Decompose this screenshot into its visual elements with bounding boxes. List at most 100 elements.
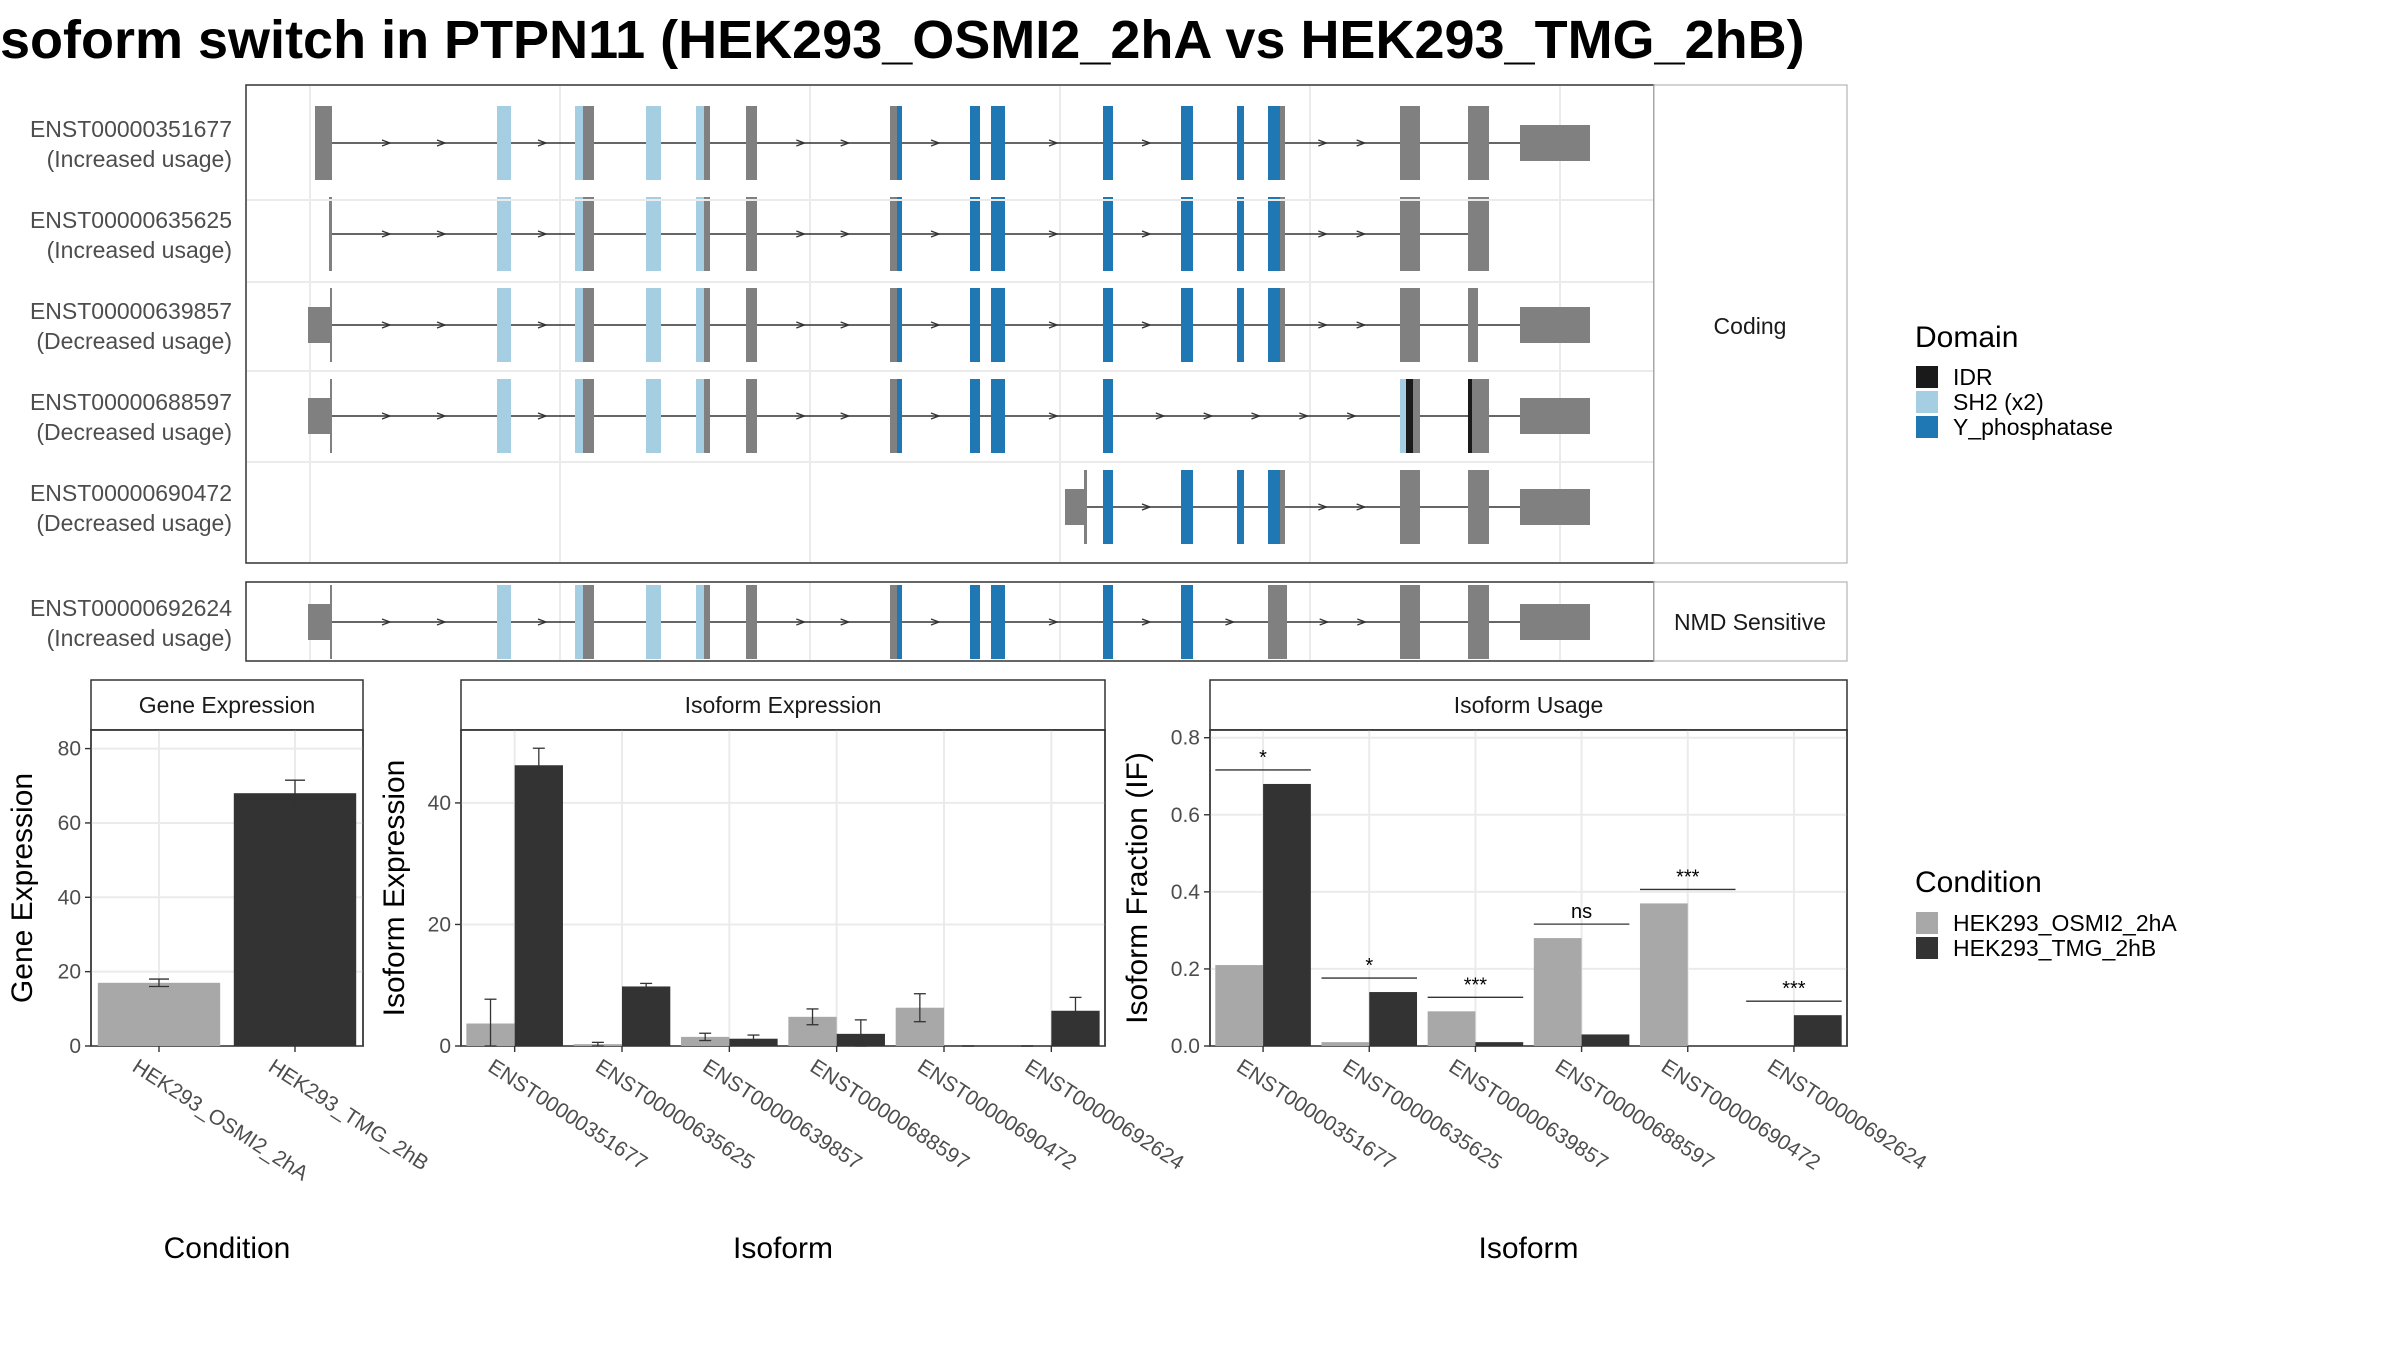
significance-label: * — [1259, 747, 1267, 769]
exon — [1478, 470, 1489, 544]
domain-legend-label: Y_phosphatase — [1953, 414, 2113, 440]
direction-arrow — [436, 321, 447, 329]
exon — [1103, 106, 1113, 180]
exon — [1468, 288, 1478, 362]
exon — [991, 106, 1005, 180]
exon — [1520, 489, 1590, 525]
exon — [897, 106, 902, 180]
transcript-usage-label: (Decreased usage) — [36, 510, 232, 536]
bar-HEK293_OSMI2_2hA — [1533, 938, 1582, 1046]
exon — [497, 288, 511, 362]
direction-arrow — [381, 618, 392, 626]
panel-strip-title: Isoform Usage — [1454, 692, 1604, 718]
direction-arrow — [1048, 230, 1059, 238]
significance-label: *** — [1464, 974, 1488, 996]
direction-arrow — [1356, 230, 1367, 238]
direction-arrow — [1048, 618, 1059, 626]
exon — [1413, 379, 1420, 453]
bar-HEK293_OSMI2_2hA — [1639, 903, 1688, 1046]
panel-border — [1209, 729, 1848, 1047]
significance-label: *** — [1676, 866, 1700, 888]
direction-arrow — [840, 139, 851, 147]
x-axis-title: Isoform — [733, 1232, 833, 1265]
direction-arrow — [1319, 618, 1330, 626]
condition-legend-label: HEK293_OSMI2_2hA — [1953, 910, 2177, 936]
direction-arrow — [1299, 412, 1310, 420]
exon — [696, 197, 704, 271]
exon — [1400, 106, 1420, 180]
exon — [1468, 585, 1478, 659]
exon — [890, 106, 897, 180]
direction-arrow — [840, 230, 851, 238]
exon — [1400, 470, 1420, 544]
transcript-id-label: ENST00000692624 — [30, 595, 232, 621]
transcript-id-label: ENST00000688597 — [30, 389, 232, 415]
exon — [1468, 197, 1478, 271]
direction-arrow — [796, 230, 807, 238]
exon — [1520, 604, 1590, 640]
direction-arrow — [1318, 139, 1329, 147]
direction-arrow — [537, 230, 548, 238]
exon — [1268, 470, 1280, 544]
transcript-usage-label: (Increased usage) — [47, 625, 232, 651]
exon — [330, 585, 332, 659]
exon — [583, 379, 594, 453]
exon — [1181, 197, 1193, 271]
bar-HEK293_TMG_2hB — [1369, 992, 1418, 1046]
transcript-usage-label: (Increased usage) — [47, 237, 232, 263]
direction-arrow — [1141, 618, 1152, 626]
direction-arrow — [796, 412, 807, 420]
exon — [970, 106, 980, 180]
chart-title: The isoform switch in PTPN11 (HEK293_OSM… — [0, 10, 1805, 70]
exon — [890, 379, 897, 453]
transcript-ENST00000635625 — [329, 197, 1489, 271]
exon — [746, 379, 757, 453]
y-axis-title: Isoform Expression — [378, 760, 411, 1017]
exon — [704, 379, 710, 453]
exon — [704, 197, 710, 271]
direction-arrow — [1203, 412, 1214, 420]
y-axis-title: Gene Expression — [6, 773, 39, 1003]
transcript-usage-label: (Decreased usage) — [36, 328, 232, 354]
bar-HEK293_TMG_2hB — [514, 765, 563, 1046]
condition-legend-label: HEK293_TMG_2hB — [1953, 935, 2156, 961]
exon — [890, 288, 897, 362]
exon — [1181, 470, 1193, 544]
direction-arrow — [381, 321, 392, 329]
domain-legend-swatch — [1916, 391, 1938, 413]
direction-arrow — [930, 412, 941, 420]
transcript-ENST00000692624 — [308, 585, 1590, 659]
direction-arrow — [537, 618, 548, 626]
exon — [890, 197, 897, 271]
exon — [897, 197, 902, 271]
y-tick-label: 0.6 — [1171, 804, 1200, 827]
direction-arrow — [930, 139, 941, 147]
panel-border — [90, 729, 364, 1047]
exon — [1472, 379, 1478, 453]
panel-border — [460, 729, 1106, 1047]
direction-arrow — [1225, 618, 1236, 626]
direction-arrow — [1346, 412, 1358, 420]
exon — [575, 197, 583, 271]
exon — [1406, 379, 1413, 453]
exon — [1478, 197, 1489, 271]
transcript-ENST00000639857 — [308, 288, 1590, 362]
exon — [991, 197, 1005, 271]
direction-arrow — [930, 321, 941, 329]
transcript-id-label: ENST00000635625 — [30, 207, 232, 233]
exon — [746, 197, 757, 271]
exon — [696, 106, 704, 180]
direction-arrow — [1356, 139, 1367, 147]
exon — [1103, 470, 1113, 544]
exon — [1468, 379, 1472, 453]
panel-frame — [460, 729, 1106, 1047]
exon — [746, 288, 757, 362]
exon — [1268, 585, 1270, 659]
transcript-id-label: ENST00000351677 — [30, 116, 232, 142]
direction-arrow — [1141, 139, 1152, 147]
bar-HEK293_TMG_2hB — [622, 986, 671, 1046]
exon — [583, 197, 594, 271]
direction-arrow — [1318, 503, 1329, 511]
nmd-strip-label: NMD Sensitive — [1674, 609, 1826, 635]
exon — [1520, 125, 1590, 161]
